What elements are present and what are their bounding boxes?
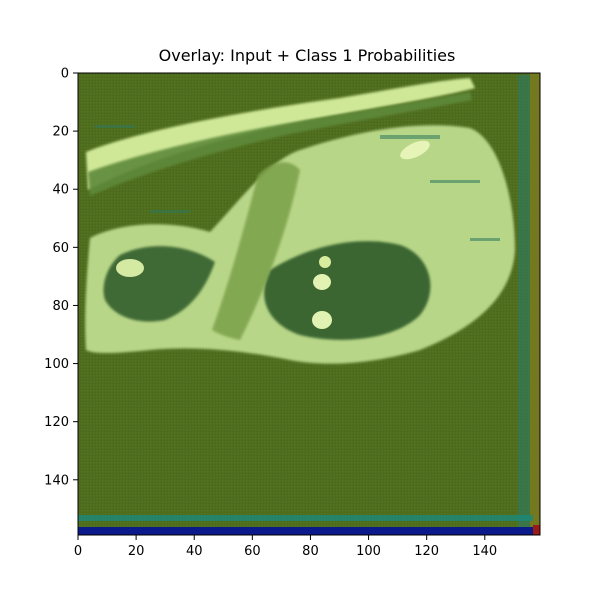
edge-bottom-blue [78,527,533,535]
tissue-bright-spot [319,256,331,268]
tissue-inner-dark-2 [264,241,431,340]
overlay-image [78,73,540,535]
x-tick-label: 140 [472,544,497,559]
axes-frame [77,72,541,536]
y-axis: 0 20 40 60 80 100 120 140 [44,67,78,488]
tissue-vertical-band [212,162,300,340]
y-tick-label: 20 [52,125,69,140]
x-tick-label: 0 [74,544,82,559]
y-tick-label: 140 [44,473,69,488]
tissue-bright-spot [116,259,144,277]
plot-title: Overlay: Input + Class 1 Probabilities [158,46,456,65]
y-tick-label: 120 [44,415,69,430]
x-tick-label: 60 [244,544,261,559]
tissue-upper-band-dark [88,92,472,196]
x-tick-label: 20 [128,544,145,559]
tissue-bright-spot [313,274,331,290]
x-tick-label: 80 [302,544,319,559]
tissue-bright-spot [312,311,332,329]
edge-bottom-teal [78,515,533,521]
tissue-upper-band [86,78,475,190]
tissue-bright-spot [400,140,430,160]
texture-streaks [95,125,500,241]
edge-bottom-red [533,525,540,535]
y-tick-label: 80 [52,299,69,314]
edge-right-teal [518,75,530,530]
x-tick-label: 100 [356,544,381,559]
y-tick-label: 0 [61,67,69,82]
edge-right-olive [530,73,540,535]
x-tick-label: 120 [414,544,439,559]
x-axis: 0 20 40 60 80 100 120 140 [74,535,497,559]
y-tick-label: 100 [44,357,69,372]
y-tick-label: 60 [52,241,69,256]
y-tick-label: 40 [52,183,69,198]
x-tick-label: 40 [186,544,203,559]
